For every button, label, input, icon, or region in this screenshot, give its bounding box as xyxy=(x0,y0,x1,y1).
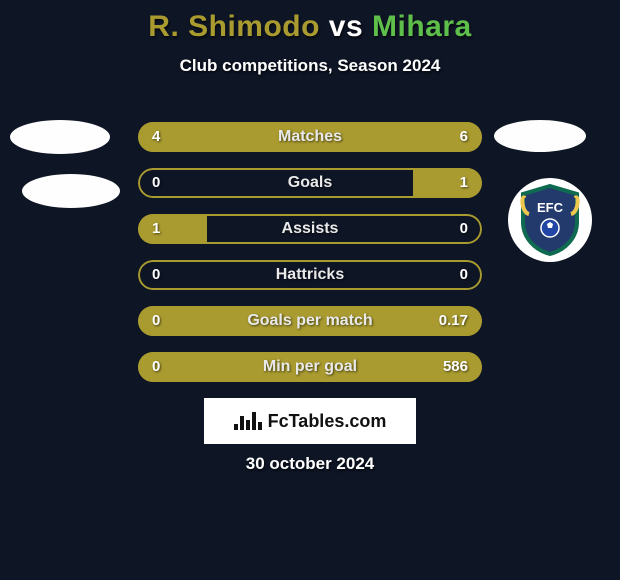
crest-shield-icon: EFC xyxy=(519,184,581,256)
stat-label: Min per goal xyxy=(138,352,482,382)
stat-row: 01Goals xyxy=(138,168,482,198)
stat-label: Goals xyxy=(138,168,482,198)
svg-text:EFC: EFC xyxy=(537,200,564,215)
stats-container: 46Matches 01Goals 10Assists 00Hattricks 00.1… xyxy=(138,122,482,398)
infographic-date: 30 october 2024 xyxy=(0,454,620,474)
brand-text: FcTables.com xyxy=(268,411,387,432)
right-player-avatar xyxy=(494,120,586,152)
stat-label: Goals per match xyxy=(138,306,482,336)
bar-chart-icon xyxy=(234,412,262,430)
left-player-club-logo xyxy=(22,174,120,208)
stat-label: Hattricks xyxy=(138,260,482,290)
title-left-player: R. Shimodo xyxy=(148,10,320,43)
brand-badge: FcTables.com xyxy=(204,398,416,444)
stat-row: 10Assists xyxy=(138,214,482,244)
comparison-infographic: R. Shimodo vs Mihara Club competitions, … xyxy=(0,0,620,580)
subtitle: Club competitions, Season 2024 xyxy=(0,56,620,76)
title-vs: vs xyxy=(329,10,363,43)
stat-label: Matches xyxy=(138,122,482,152)
stat-row: 00.17Goals per match xyxy=(138,306,482,336)
stat-row: 00Hattricks xyxy=(138,260,482,290)
stat-row: 46Matches xyxy=(138,122,482,152)
stat-row: 0586Min per goal xyxy=(138,352,482,382)
page-title: R. Shimodo vs Mihara xyxy=(0,0,620,44)
left-player-avatar xyxy=(10,120,110,154)
right-player-club-crest: EFC xyxy=(508,178,592,262)
stat-label: Assists xyxy=(138,214,482,244)
title-right-player: Mihara xyxy=(372,10,472,43)
